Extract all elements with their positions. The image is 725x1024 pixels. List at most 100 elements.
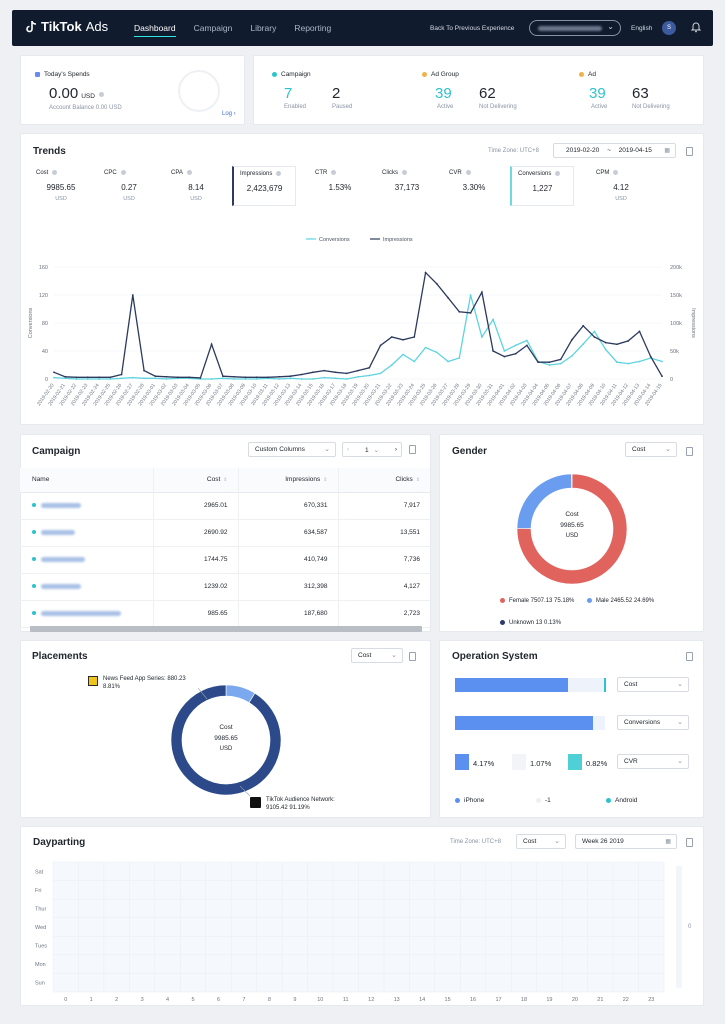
series-point-impressions [480, 291, 483, 294]
next-page-icon[interactable]: › [394, 446, 397, 453]
series-point-conversions [53, 376, 55, 379]
export-icon[interactable] [409, 445, 416, 454]
legend-female[interactable]: Female 7507.13 75.18% [500, 598, 574, 604]
ad-active-count[interactable]: 39 [589, 85, 606, 102]
metric-impressions[interactable]: Impressions 2,423,679 [232, 166, 296, 206]
info-icon [98, 91, 104, 97]
log-link[interactable]: Log › [222, 111, 236, 117]
back-to-previous-link[interactable]: Back To Previous Experience [430, 25, 515, 32]
series-point-impressions [75, 376, 78, 379]
metric-cvr[interactable]: CVR 3.30% [449, 170, 486, 193]
adgroup-not-delivering-count[interactable]: 62 [479, 85, 496, 102]
col-clicks[interactable]: Clicks ⇕ [337, 468, 430, 493]
metric-cost[interactable]: Cost 9985.65 USD [36, 170, 76, 203]
table-row[interactable]: 1239.02 312,398 4,127 [20, 573, 430, 601]
series-point-impressions [255, 376, 258, 379]
series-point-conversions [165, 378, 168, 380]
series-line-conversions [53, 294, 663, 380]
metric-ctr[interactable]: CTR 1.53% [315, 170, 352, 193]
legend-android[interactable]: Android [606, 797, 637, 804]
metric-cpc[interactable]: CPC 0.27 USD [104, 170, 137, 203]
dayparting-week-select[interactable]: Week 26 2019 ▦ [575, 834, 677, 849]
campaign-name-blurred[interactable] [41, 556, 85, 562]
tiktok-ads-logo[interactable]: TikTok Ads [26, 19, 108, 34]
placements-metric-select[interactable]: Cost ⌄ [351, 648, 403, 663]
ad-not-delivering-count[interactable]: 63 [632, 85, 649, 102]
language-switch[interactable]: English [631, 25, 653, 32]
series-point-conversions [424, 346, 427, 349]
chevron-down-icon: ⌄ [607, 22, 614, 31]
nav-reporting[interactable]: Reporting [294, 23, 332, 33]
trends-date-range[interactable]: 2019-02-20 ~ 2019-04-15 ▦ [553, 143, 676, 158]
custom-columns-dropdown[interactable]: Custom Columns ⌄ [248, 442, 336, 457]
trends-title: Trends [33, 146, 66, 157]
col-cost[interactable]: Cost ⇕ [152, 468, 238, 493]
series-point-conversions [469, 294, 472, 296]
legend-label-conversions: Conversions [319, 237, 350, 243]
table-header-row: Name Cost ⇕ Impressions ⇕ Clicks ⇕ [20, 468, 430, 493]
table-horizontal-scrollbar[interactable] [30, 626, 422, 632]
spends-square-icon [35, 71, 40, 77]
os-conversions-select[interactable]: Conversions ⌄ [617, 715, 689, 730]
col-name[interactable]: Name [20, 468, 153, 493]
series-point-impressions [98, 376, 100, 379]
cvr-ios-value: 4.17% [473, 759, 495, 768]
table-row[interactable]: 985.65 187,680 2,723 [20, 600, 430, 628]
metric-cpa[interactable]: CPA 8.14 USD [171, 170, 204, 203]
download-icon[interactable] [686, 147, 693, 156]
prev-page-icon[interactable]: ‹ [347, 446, 350, 453]
hour-label: 14 [419, 997, 425, 1003]
series-point-impressions [278, 375, 281, 378]
os-cvr-select[interactable]: CVR ⌄ [617, 754, 689, 769]
series-point-conversions [638, 360, 641, 363]
export-icon[interactable] [409, 652, 416, 661]
download-icon[interactable] [686, 838, 693, 847]
col-impressions[interactable]: Impressions ⇕ [237, 468, 338, 493]
dayparting-metric-select[interactable]: Cost ⌄ [516, 834, 566, 849]
metric-cpm[interactable]: CPM 4.12 USD [596, 170, 629, 203]
trends-line-chart: Conversions Impressions 0 0 40 50k 80 100k 120 15… [28, 237, 696, 407]
legend-iphone[interactable]: iPhone [455, 797, 484, 804]
avatar[interactable]: S [662, 21, 676, 35]
os-cost-select[interactable]: Cost ⌄ [617, 677, 689, 692]
campaign-enabled-count[interactable]: 7 [284, 85, 293, 102]
nav-campaign[interactable]: Campaign [193, 23, 233, 33]
metric-clicks[interactable]: Clicks 37,173 [382, 170, 420, 193]
legend-other[interactable]: -1 [536, 797, 551, 804]
placements-donut-center: Cost 9985.65 USD [214, 724, 238, 752]
y-tick-label: 80 [42, 321, 48, 327]
series-point-impressions [469, 312, 472, 314]
adgroup-active-count[interactable]: 39 [435, 85, 452, 102]
legend-unknown[interactable]: Unknown 13 0.13% [500, 620, 561, 626]
page-selector[interactable]: ‹ 1 ⌄ › [342, 442, 402, 457]
nav-dashboard[interactable]: Dashboard [134, 23, 176, 37]
bell-icon[interactable] [689, 20, 703, 34]
series-point-impressions [131, 294, 134, 296]
campaign-name-blurred[interactable] [41, 610, 121, 616]
hour-label: 19 [546, 997, 552, 1003]
series-point-impressions [458, 310, 461, 313]
hour-label: 20 [572, 997, 578, 1003]
account-selector[interactable]: ⌄ [529, 20, 621, 36]
download-icon[interactable] [686, 447, 693, 456]
gender-metric-select[interactable]: Cost ⌄ [625, 442, 677, 457]
ad-not-delivering-label: Not Delivering [632, 104, 670, 110]
campaign-paused-label: Paused [332, 104, 353, 110]
y-tick-label: 40 [42, 349, 48, 355]
campaign-paused-count[interactable]: 2 [332, 85, 341, 102]
placements-donut-chart [170, 684, 282, 796]
legend-male[interactable]: Male 2465.52 24.69% [586, 598, 654, 604]
campaign-name-blurred[interactable] [41, 529, 75, 535]
gender-legend: Female 7507.13 75.18% Male 2465.52 24.69… [500, 590, 690, 630]
series-point-impressions [593, 336, 596, 338]
campaign-name-blurred[interactable] [41, 502, 81, 508]
hour-label: 12 [368, 997, 374, 1003]
table-row[interactable]: 1744.75 410,749 7,736 [20, 546, 430, 574]
campaign-name-blurred[interactable] [41, 583, 81, 589]
metric-conversions[interactable]: Conversions 1,227 [510, 166, 574, 206]
download-icon[interactable] [686, 652, 693, 661]
table-row[interactable]: 2690.92 634,587 13,551 [20, 519, 430, 547]
nav-library[interactable]: Library [250, 23, 277, 33]
series-point-impressions [413, 336, 416, 338]
table-row[interactable]: 2965.01 670,331 7,917 [20, 492, 430, 520]
